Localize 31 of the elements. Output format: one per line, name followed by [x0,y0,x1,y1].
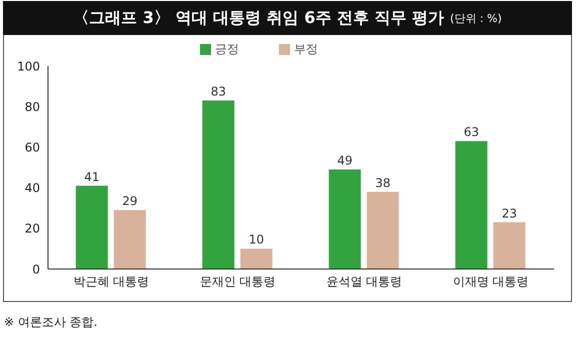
data-label: 49 [337,154,352,168]
x-tick-label: 윤석열 대통령 [326,274,402,289]
bar [493,222,526,269]
x-tick-label: 문재인 대통령 [200,274,276,289]
bar [76,186,108,269]
chart-subtitle: (단위 : %) [450,10,502,26]
bar [455,141,488,269]
bar [328,170,361,269]
legend-label: 부정 [294,42,318,56]
bar [366,192,399,269]
legend-label: 긍정 [215,42,239,56]
y-tick-label: 0 [32,262,40,276]
data-label: 10 [248,232,264,247]
bar [114,210,146,269]
y-tick-label: 100 [17,59,40,74]
y-tick-label: 20 [24,222,40,236]
y-tick-label: 40 [24,181,40,196]
x-tick-label: 이재명 대통령 [452,274,529,289]
y-tick-label: 80 [24,100,40,114]
y-tick-label: 60 [24,140,40,154]
data-label: 41 [84,170,100,184]
chart-title: 〈그래프 3〉 역대 대통령 취임 6주 전후 직무 평가 [73,8,444,28]
data-label: 23 [502,206,517,220]
data-label: 63 [464,125,479,140]
text: ※ 여론조사 종합. [4,314,98,331]
bar [240,248,272,269]
x-tick-label: 박근혜 대통령 [73,274,150,289]
bar [202,100,234,269]
data-label: 83 [210,84,226,99]
data-label: 38 [375,176,390,190]
data-label: 29 [122,194,138,208]
